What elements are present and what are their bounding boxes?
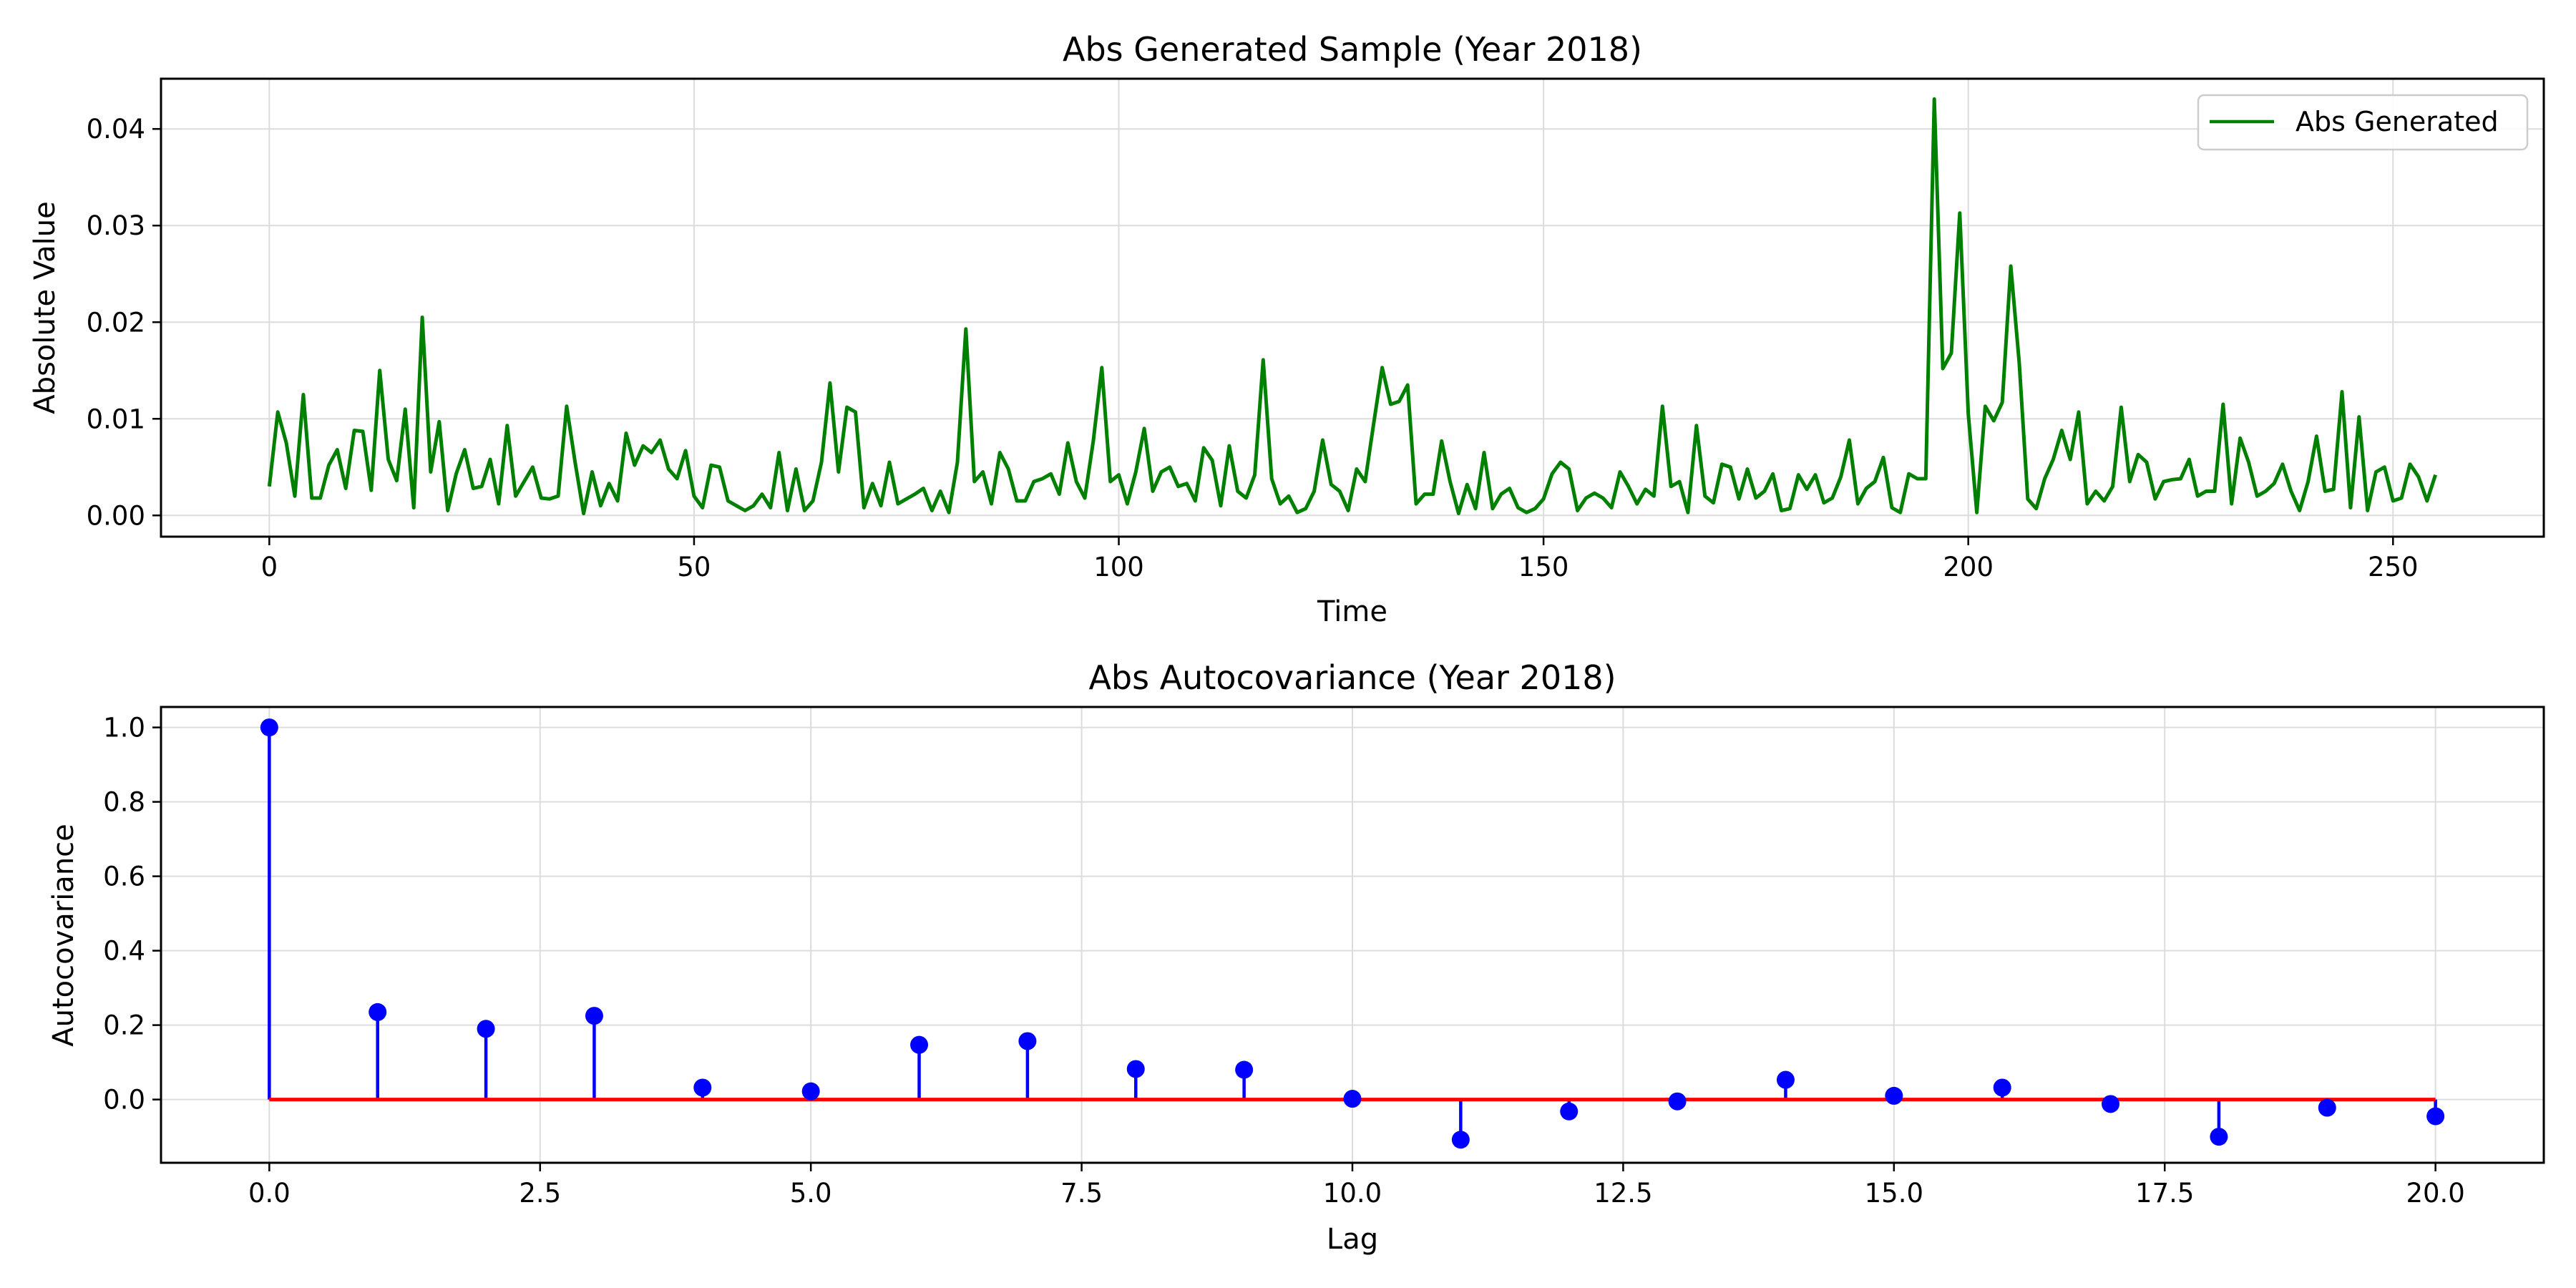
autocov-marker [2210, 1128, 2228, 1146]
bottom-x-tick-label: 20.0 [2406, 1178, 2464, 1209]
bottom-x-tick-label: 5.0 [790, 1178, 832, 1209]
top-legend-box [2197, 94, 2529, 151]
autocov-marker [369, 1002, 387, 1021]
bottom-x-axis-label: Lag [1327, 1223, 1378, 1256]
bottom-y-tick-label: 0.2 [103, 1010, 145, 1041]
bottom-y-tick-label: 0.0 [103, 1085, 145, 1116]
top-legend-label: Abs Generated [2296, 106, 2499, 137]
top-axes-frame [160, 77, 2545, 538]
bottom-x-tick-label: 10.0 [1323, 1178, 1382, 1209]
top-y-tick-label: 0.04 [87, 114, 145, 145]
top-grid [161, 79, 2544, 537]
top-y-tick-label: 0.00 [87, 500, 145, 531]
autocov-marker [1560, 1102, 1579, 1121]
bottom-x-tick-label: 12.5 [1594, 1178, 1652, 1209]
autocov-marker [1235, 1060, 1254, 1079]
autocov-marker [1018, 1032, 1037, 1050]
top-x-tick-label: 100 [1093, 552, 1144, 582]
panel-abs-generated: 0 50 100 150 200 250 0.00 0.01 0.02 0.03 0.04 Abs … [29, 30, 2545, 628]
bottom-x-tick-label: 15.0 [1865, 1178, 1923, 1209]
bottom-x-tick-label: 17.5 [2135, 1178, 2194, 1209]
bottom-y-tick-label: 0.6 [103, 862, 145, 892]
top-y-tick-label: 0.02 [87, 307, 145, 338]
autocov-marker [693, 1078, 712, 1097]
top-x-tick-label: 0 [261, 552, 278, 582]
autocov-marker [1776, 1070, 1795, 1089]
top-x-axis-label: Time [1317, 595, 1387, 628]
autocov-marker [477, 1020, 495, 1038]
top-y-axis-label: Absolute Value [29, 201, 62, 414]
top-y-tick-label: 0.01 [87, 404, 145, 434]
autocov-marker [801, 1082, 820, 1101]
autocov-marker [1126, 1060, 1145, 1078]
bottom-markers [260, 718, 2445, 1149]
autocov-marker [585, 1007, 603, 1025]
bottom-ticks: 0.0 2.5 5.0 7.5 10.0 12.5 15.0 17.5 20.0 0.0 0.2 0.… [103, 713, 2465, 1209]
bottom-y-tick-label: 1.0 [103, 713, 145, 743]
autocov-marker [2426, 1107, 2445, 1126]
top-chart-title: Abs Generated Sample (Year 2018) [1063, 30, 1642, 69]
autocov-marker [910, 1035, 929, 1054]
abs-generated-line [267, 97, 2437, 516]
top-legend: Abs Generated [2197, 94, 2529, 151]
bottom-y-axis-label: Autocovariance [47, 824, 80, 1047]
top-x-tick-label: 150 [1518, 552, 1569, 582]
autocov-marker [2318, 1098, 2336, 1117]
autocov-marker [1885, 1086, 1903, 1105]
autocov-marker [2102, 1095, 2120, 1113]
bottom-y-tick-label: 0.4 [103, 936, 145, 967]
autocov-marker [1993, 1078, 2011, 1097]
bottom-y-tick-label: 0.8 [103, 787, 145, 818]
bottom-stems [268, 727, 2437, 1140]
top-x-tick-label: 50 [677, 552, 711, 582]
top-x-tick-label: 200 [1943, 552, 1994, 582]
autocov-marker [1668, 1092, 1687, 1111]
top-y-tick-label: 0.03 [87, 210, 145, 241]
bottom-x-tick-label: 7.5 [1060, 1178, 1103, 1209]
panel-abs-autocovariance: 0.0 2.5 5.0 7.5 10.0 12.5 15.0 17.5 20.0 0.0 0.2 0.… [47, 658, 2545, 1256]
top-series [267, 97, 2437, 516]
bottom-x-tick-label: 0.0 [248, 1178, 291, 1209]
top-ticks: 0 50 100 150 200 250 0.00 0.01 0.02 0.03 0.04 [87, 114, 2419, 582]
bottom-chart-title: Abs Autocovariance (Year 2018) [1088, 658, 1616, 697]
autocov-marker [260, 718, 278, 737]
autocov-marker [1343, 1090, 1362, 1108]
top-x-tick-label: 250 [2368, 552, 2419, 582]
bottom-x-tick-label: 2.5 [519, 1178, 561, 1209]
autocov-marker [1451, 1131, 1470, 1149]
